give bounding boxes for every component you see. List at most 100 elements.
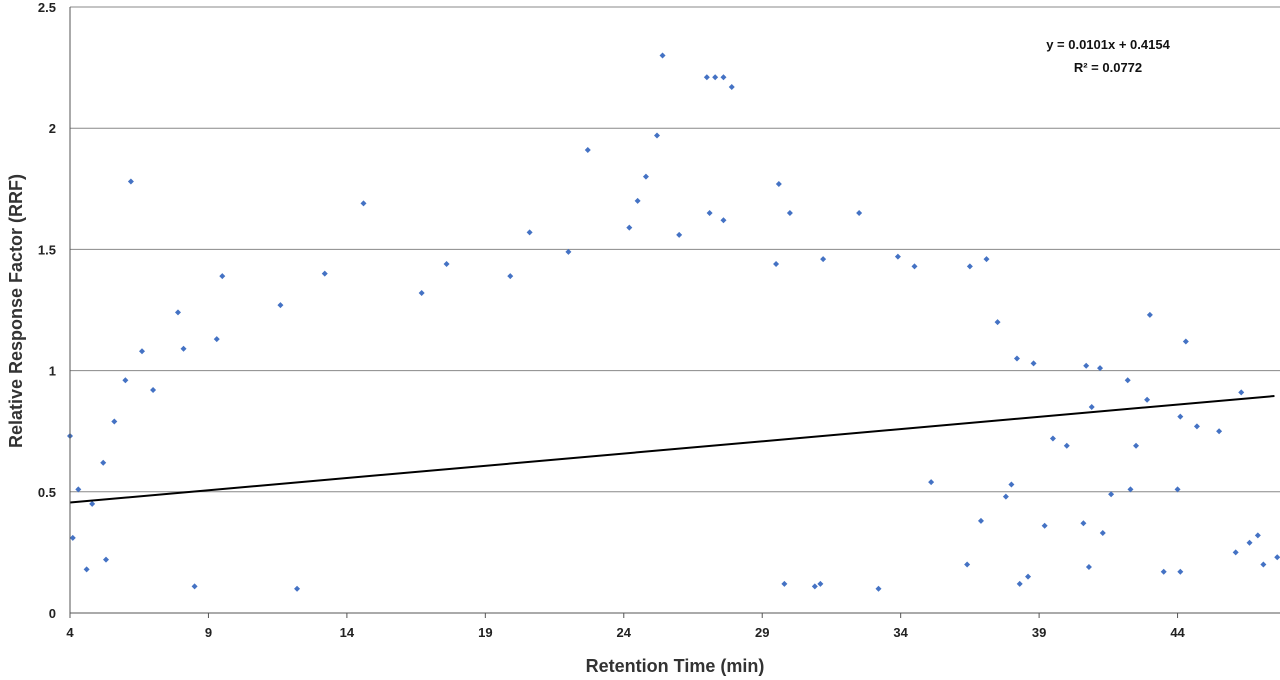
data-point xyxy=(1177,568,1184,575)
data-point xyxy=(964,561,971,568)
data-point xyxy=(977,517,984,524)
data-point xyxy=(786,210,793,217)
data-point xyxy=(720,74,727,81)
data-point xyxy=(1260,561,1267,568)
data-point xyxy=(565,248,572,255)
x-tick-label: 44 xyxy=(1170,625,1185,640)
x-tick-label: 9 xyxy=(205,625,212,640)
x-tick-label: 19 xyxy=(478,625,492,640)
y-tick-label: 1.5 xyxy=(38,242,56,257)
data-point xyxy=(507,273,514,280)
data-point xyxy=(111,418,118,425)
data-point xyxy=(703,74,710,81)
x-tick-label: 4 xyxy=(66,625,74,640)
data-point xyxy=(966,263,973,270)
data-point xyxy=(1016,580,1023,587)
data-point xyxy=(1088,403,1095,410)
data-point xyxy=(1085,563,1092,570)
data-point xyxy=(1246,539,1253,546)
data-point xyxy=(321,270,328,277)
data-point xyxy=(360,200,367,207)
data-point xyxy=(150,386,157,393)
data-point xyxy=(122,377,129,384)
data-point xyxy=(1193,423,1200,430)
data-point xyxy=(1160,568,1167,575)
y-tick-label: 2 xyxy=(49,121,56,136)
data-point xyxy=(102,556,109,563)
data-point xyxy=(642,173,649,180)
data-point xyxy=(1025,573,1032,580)
x-tick-label: 39 xyxy=(1032,625,1046,640)
data-point xyxy=(1108,491,1115,498)
data-point xyxy=(75,486,82,493)
data-point xyxy=(1182,338,1189,345)
data-point xyxy=(634,197,641,204)
data-points xyxy=(67,52,1280,592)
data-point xyxy=(1063,442,1070,449)
data-point xyxy=(781,580,788,587)
data-point xyxy=(626,224,633,231)
data-point xyxy=(775,180,782,187)
data-point xyxy=(1002,493,1009,500)
data-point xyxy=(817,580,824,587)
data-point xyxy=(191,583,198,590)
data-point xyxy=(83,566,90,573)
data-point xyxy=(138,348,145,355)
data-point xyxy=(983,256,990,263)
data-point xyxy=(712,74,719,81)
data-point xyxy=(443,260,450,267)
data-point xyxy=(1177,413,1184,420)
data-point xyxy=(654,132,661,139)
trendline-r2: R² = 0.0772 xyxy=(1074,60,1142,75)
data-point xyxy=(676,231,683,238)
data-point xyxy=(180,345,187,352)
y-axis-title: Relative Response Factor (RRF) xyxy=(6,174,26,448)
data-point xyxy=(706,210,713,217)
data-point xyxy=(1041,522,1048,529)
data-point xyxy=(89,500,96,507)
data-point xyxy=(1144,396,1151,403)
trendline xyxy=(69,395,1275,504)
data-point xyxy=(875,585,882,592)
x-tick-label: 29 xyxy=(755,625,769,640)
data-point xyxy=(820,256,827,263)
data-point xyxy=(1049,435,1056,442)
data-point xyxy=(1254,532,1261,539)
data-point xyxy=(1274,554,1280,561)
data-point xyxy=(69,534,76,541)
data-point xyxy=(294,585,301,592)
gridlines xyxy=(70,6,1280,493)
data-point xyxy=(127,178,134,185)
y-tick-label: 0 xyxy=(49,606,56,621)
y-tick-label: 1 xyxy=(49,364,56,379)
data-point xyxy=(1174,486,1181,493)
data-point xyxy=(213,336,220,343)
y-tick-label: 2.5 xyxy=(38,0,56,15)
data-point xyxy=(994,319,1001,326)
x-axis-title: Retention Time (min) xyxy=(586,656,765,676)
data-point xyxy=(526,229,533,236)
y-tick-label: 0.5 xyxy=(38,485,56,500)
data-point xyxy=(1133,442,1140,449)
x-tick-label: 24 xyxy=(617,625,632,640)
y-tick-labels: 0 0.5 1 1.5 2 2.5 xyxy=(38,0,56,621)
data-point xyxy=(1013,355,1020,362)
data-point xyxy=(174,309,181,316)
data-point xyxy=(659,52,666,59)
data-point xyxy=(1124,377,1131,384)
data-point xyxy=(928,479,935,486)
data-point xyxy=(277,302,284,309)
data-point xyxy=(811,583,818,590)
data-point xyxy=(418,290,425,297)
data-point xyxy=(1030,360,1037,367)
trendline-equation: y = 0.0101x + 0.4154 xyxy=(1046,37,1170,52)
data-point xyxy=(1097,365,1104,372)
x-tick-label: 34 xyxy=(893,625,908,640)
data-point xyxy=(1127,486,1134,493)
data-point xyxy=(894,253,901,260)
data-point xyxy=(911,263,918,270)
data-point xyxy=(1238,389,1245,396)
data-point xyxy=(728,83,735,90)
data-point xyxy=(720,217,727,224)
